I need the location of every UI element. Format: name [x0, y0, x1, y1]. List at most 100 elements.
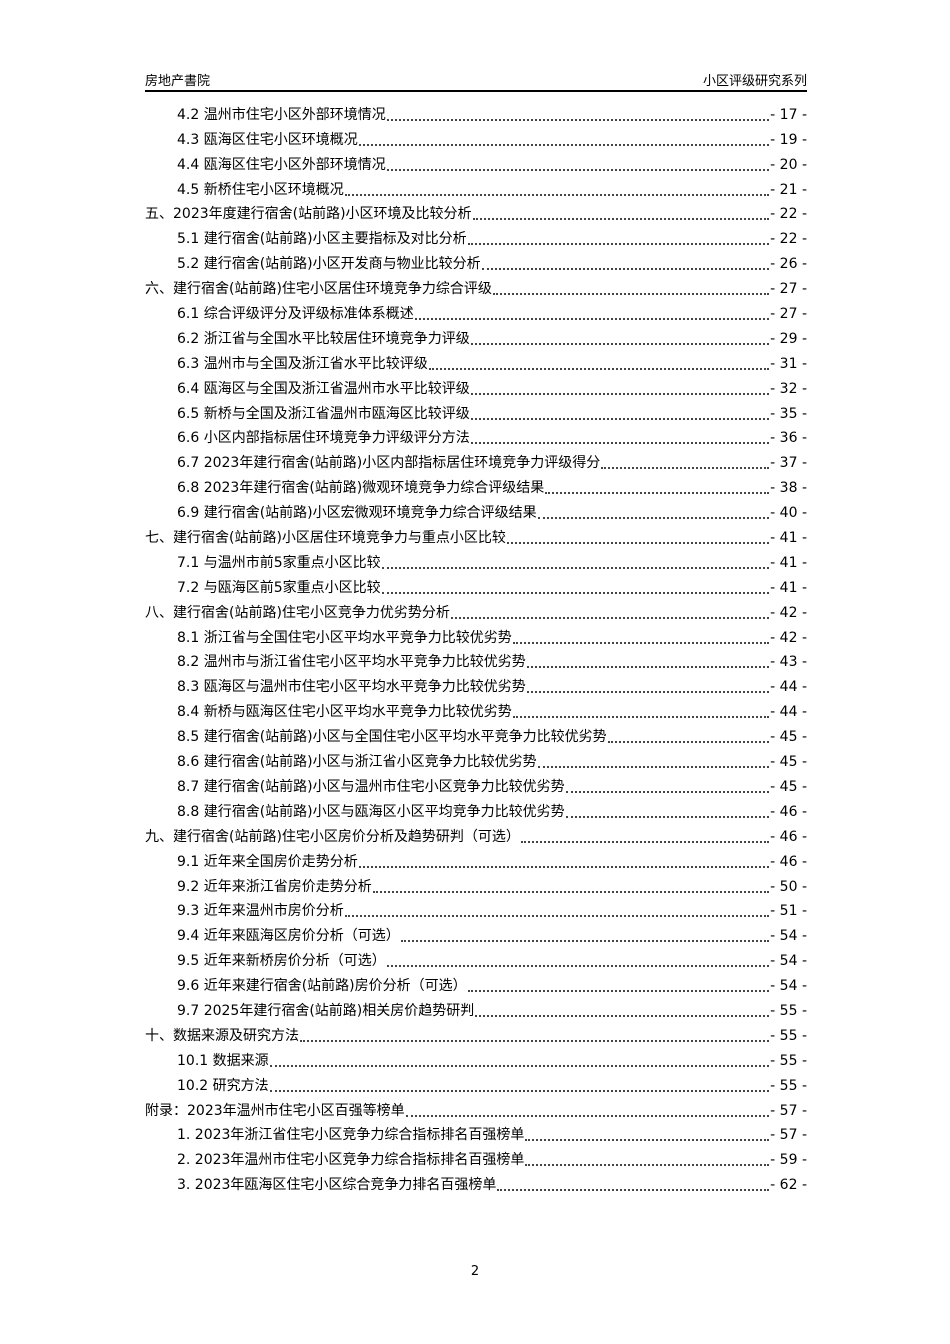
toc-entry-title: 4.5 新桥住宅小区环境概况: [177, 181, 344, 198]
toc-entry-page: - 46 -: [770, 853, 807, 870]
toc-entry[interactable]: 6.1 综合评级评分及评级标准体系概述 - 27 -: [145, 299, 807, 324]
dot-leader: [414, 318, 770, 321]
toc-entry[interactable]: 3. 2023年瓯海区住宅小区综合竞争力排名百强榜单 - 62 -: [145, 1170, 807, 1195]
toc-entry[interactable]: 五、2023年度建行宿舍(站前路)小区环境及比较分析 - 22 -: [145, 200, 807, 225]
toc-entry-page: - 26 -: [770, 256, 807, 273]
toc-entry-page: - 22 -: [770, 231, 807, 248]
toc-entry[interactable]: 9.1 近年来全国房价走势分析 - 46 -: [145, 847, 807, 872]
dot-leader: [400, 940, 770, 943]
toc-entry[interactable]: 七、建行宿舍(站前路)小区居住环境竞争力与重点小区比较 - 41 -: [145, 523, 807, 548]
toc-entry[interactable]: 10.1 数据来源 - 55 -: [145, 1046, 807, 1071]
toc-entry[interactable]: 9.5 近年来新桥房价分析（可选） - 54 -: [145, 946, 807, 971]
dot-leader: [300, 1039, 770, 1042]
toc-entry[interactable]: 7.1 与温州市前5家重点小区比较 - 41 -: [145, 548, 807, 573]
toc-entry[interactable]: 9.7 2025年建行宿舍(站前路)相关房价趋势研判 - 55 -: [145, 996, 807, 1021]
toc-entry[interactable]: 9.2 近年来浙江省房价走势分析 - 50 -: [145, 872, 807, 897]
toc-entry[interactable]: 8.4 新桥与瓯海区住宅小区平均水平竞争力比较优劣势 - 44 -: [145, 697, 807, 722]
toc-entry-page: - 51 -: [770, 903, 807, 920]
toc-entry[interactable]: 8.3 瓯海区与温州市住宅小区平均水平竞争力比较优劣势 - 44 -: [145, 672, 807, 697]
toc-entry-page: - 45 -: [770, 729, 807, 746]
toc-entry[interactable]: 6.3 温州市与全国及浙江省水平比较评级 - 31 -: [145, 349, 807, 374]
toc-entry-title: 8.2 温州市与浙江省住宅小区平均水平竞争力比较优劣势: [177, 654, 526, 671]
toc-entry[interactable]: 6.7 2023年建行宿舍(站前路)小区内部指标居住环境竞争力评级得分 - 37 …: [145, 448, 807, 473]
toc-entry-title: 4.3 瓯海区住宅小区环境概况: [177, 131, 358, 148]
toc-entry-title: 10.1 数据来源: [177, 1052, 269, 1069]
dot-leader: [386, 168, 770, 171]
toc-entry-page: - 54 -: [770, 978, 807, 995]
toc-entry-page: - 22 -: [770, 206, 807, 223]
toc-entry[interactable]: 5.1 建行宿舍(站前路)小区主要指标及对比分析 - 22 -: [145, 224, 807, 249]
toc-entry[interactable]: 4.4 瓯海区住宅小区外部环境情况 - 20 -: [145, 150, 807, 175]
toc-entry[interactable]: 2. 2023年温州市住宅小区竞争力综合指标排名百强榜单 - 59 -: [145, 1145, 807, 1170]
toc-entry[interactable]: 8.8 建行宿舍(站前路)小区与瓯海区小区平均竞争力比较优劣势 - 46 -: [145, 797, 807, 822]
toc-entry-page: - 27 -: [770, 306, 807, 323]
toc-entry-page: - 37 -: [770, 455, 807, 472]
dot-leader: [520, 840, 770, 843]
dot-leader: [269, 1064, 770, 1067]
dot-leader: [537, 766, 770, 769]
toc-entry-title: 8.1 浙江省与全国住宅小区平均水平竞争力比较优劣势: [177, 629, 512, 646]
toc-entry[interactable]: 6.5 新桥与全国及浙江省温州市瓯海区比较评级 - 35 -: [145, 399, 807, 424]
toc-entry-page: - 42 -: [770, 629, 807, 646]
dot-leader: [525, 1139, 770, 1142]
toc-entry-page: - 59 -: [770, 1152, 807, 1169]
toc-entry-page: - 55 -: [770, 1027, 807, 1044]
toc-entry-page: - 55 -: [770, 1002, 807, 1019]
toc-entry[interactable]: 十、数据来源及研究方法 - 55 -: [145, 1021, 807, 1046]
toc-entry[interactable]: 8.1 浙江省与全国住宅小区平均水平竞争力比较优劣势 - 42 -: [145, 623, 807, 648]
dot-leader: [601, 467, 770, 470]
toc-entry-page: - 36 -: [770, 430, 807, 447]
toc-entry[interactable]: 9.3 近年来温州市房价分析 - 51 -: [145, 897, 807, 922]
toc-entry-title: 6.2 浙江省与全国水平比较居住环境竞争力评级: [177, 330, 470, 347]
toc-entry-title: 6.6 小区内部指标居住环境竞争力评级评分方法: [177, 430, 470, 447]
toc-entry-title: 6.9 建行宿舍(站前路)小区宏微观环境竞争力综合评级结果: [177, 505, 537, 522]
header-left-title: 房地产書院: [145, 74, 211, 89]
toc-entry[interactable]: 8.2 温州市与浙江省住宅小区平均水平竞争力比较优劣势 - 43 -: [145, 648, 807, 673]
toc-entry[interactable]: 6.4 瓯海区与全国及浙江省温州市水平比较评级 - 32 -: [145, 374, 807, 399]
toc-entry[interactable]: 九、建行宿舍(站前路)住宅小区房价分析及趋势研判（可选） - 46 -: [145, 822, 807, 847]
toc-entry[interactable]: 7.2 与瓯海区前5家重点小区比较 - 41 -: [145, 573, 807, 598]
toc-entry[interactable]: 8.5 建行宿舍(站前路)小区与全国住宅小区平均水平竞争力比较优劣势 - 45 -: [145, 722, 807, 747]
toc-entry[interactable]: 6.8 2023年建行宿舍(站前路)微观环境竞争力综合评级结果 - 38 -: [145, 473, 807, 498]
toc-entry[interactable]: 8.6 建行宿舍(站前路)小区与浙江省小区竞争力比较优劣势 - 45 -: [145, 747, 807, 772]
toc-entry[interactable]: 6.6 小区内部指标居住环境竞争力评级评分方法 - 36 -: [145, 424, 807, 449]
dot-leader: [565, 790, 770, 793]
dot-leader: [512, 716, 770, 719]
toc-entry-title: 9.5 近年来新桥房价分析（可选）: [177, 953, 386, 970]
toc-entry-title: 6.8 2023年建行宿舍(站前路)微观环境竞争力综合评级结果: [177, 480, 545, 497]
toc-entry-title: 6.1 综合评级评分及评级标准体系概述: [177, 306, 414, 323]
toc-entry-title: 8.6 建行宿舍(站前路)小区与浙江省小区竞争力比较优劣势: [177, 754, 537, 771]
dot-leader: [565, 815, 770, 818]
toc-entry[interactable]: 5.2 建行宿舍(站前路)小区开发商与物业比较分析 - 26 -: [145, 249, 807, 274]
toc-entry-page: - 44 -: [770, 679, 807, 696]
toc-entry[interactable]: 10.2 研究方法 - 55 -: [145, 1071, 807, 1096]
toc-entry[interactable]: 6.2 浙江省与全国水平比较居住环境竞争力评级 - 29 -: [145, 324, 807, 349]
toc-entry[interactable]: 八、建行宿舍(站前路)住宅小区竞争力优劣势分析 - 42 -: [145, 598, 807, 623]
toc-entry-title: 9.7 2025年建行宿舍(站前路)相关房价趋势研判: [177, 1002, 475, 1019]
toc-entry-title: 8.3 瓯海区与温州市住宅小区平均水平竞争力比较优劣势: [177, 679, 526, 696]
dot-leader: [428, 367, 770, 370]
toc-entry-title: 1. 2023年浙江省住宅小区竞争力综合指标排名百强榜单: [177, 1127, 525, 1144]
toc-entry[interactable]: 4.5 新桥住宅小区环境概况 - 21 -: [145, 175, 807, 200]
toc-entry[interactable]: 六、建行宿舍(站前路)住宅小区居住环境竞争力综合评级 - 27 -: [145, 274, 807, 299]
toc-entry[interactable]: 9.4 近年来瓯海区房价分析（可选） - 54 -: [145, 921, 807, 946]
toc-entry[interactable]: 4.2 温州市住宅小区外部环境情况 - 17 -: [145, 100, 807, 125]
dot-leader: [475, 1014, 770, 1017]
toc-entry[interactable]: 8.7 建行宿舍(站前路)小区与温州市住宅小区竞争力比较优劣势 - 45 -: [145, 772, 807, 797]
toc-entry-page: - 43 -: [770, 654, 807, 671]
dot-leader: [470, 392, 770, 395]
toc-entry-title: 2. 2023年温州市住宅小区竞争力综合指标排名百强榜单: [177, 1152, 525, 1169]
toc-entry[interactable]: 附录：2023年温州市住宅小区百强等榜单 - 57 -: [145, 1096, 807, 1121]
toc-entry[interactable]: 4.3 瓯海区住宅小区环境概况 - 19 -: [145, 125, 807, 150]
toc-entry[interactable]: 6.9 建行宿舍(站前路)小区宏微观环境竞争力综合评级结果 - 40 -: [145, 498, 807, 523]
dot-leader: [381, 566, 770, 569]
toc-entry-title: 8.5 建行宿舍(站前路)小区与全国住宅小区平均水平竞争力比较优劣势: [177, 729, 607, 746]
toc-entry-title: 9.2 近年来浙江省房价走势分析: [177, 878, 372, 895]
dot-leader: [607, 741, 770, 744]
toc-entry-title: 附录：2023年温州市住宅小区百强等榜单: [145, 1102, 405, 1119]
toc-entry-page: - 57 -: [770, 1127, 807, 1144]
dot-leader: [358, 143, 770, 146]
toc-entry-page: - 54 -: [770, 928, 807, 945]
toc-entry[interactable]: 1. 2023年浙江省住宅小区竞争力综合指标排名百强榜单 - 57 -: [145, 1121, 807, 1146]
toc-entry[interactable]: 9.6 近年来建行宿舍(站前路)房价分析（可选） - 54 -: [145, 971, 807, 996]
